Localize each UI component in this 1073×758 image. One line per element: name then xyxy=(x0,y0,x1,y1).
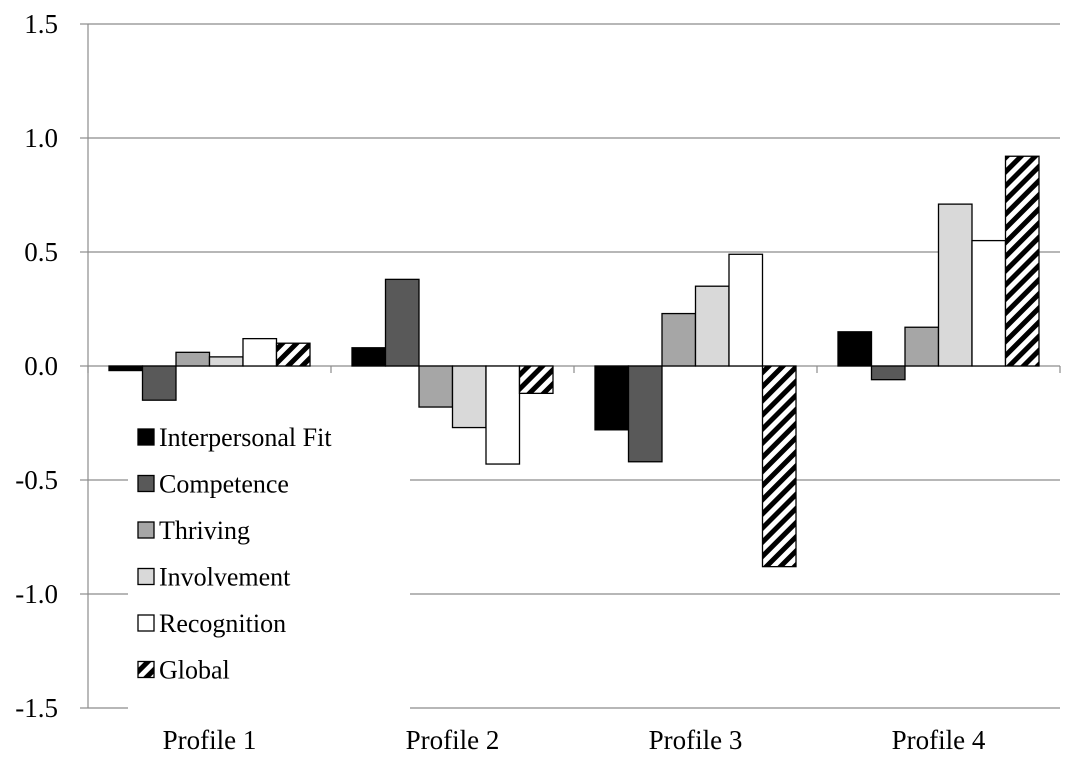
bars xyxy=(108,155,1040,568)
legend-swatch xyxy=(137,521,155,539)
bar xyxy=(661,312,697,367)
bar xyxy=(904,326,940,367)
legend-swatch xyxy=(137,567,155,586)
bar xyxy=(1004,155,1040,367)
legend-label: Interpersonal Fit xyxy=(159,423,332,452)
bar xyxy=(451,365,487,429)
bar xyxy=(518,365,554,395)
legend-swatch xyxy=(137,428,155,446)
legend-label: Thriving xyxy=(159,516,250,545)
legend-label: Recognition xyxy=(159,609,286,638)
bar xyxy=(485,365,521,465)
bar xyxy=(627,365,663,463)
bar xyxy=(694,285,730,367)
legend-label: Involvement xyxy=(159,563,291,592)
bar xyxy=(141,365,177,401)
tick-labels: 1.5 1.0 0.5 0.0 -0.5 -1.0 -1.5 Profile 1 Profile… xyxy=(15,9,986,755)
y-tick-label: -1.5 xyxy=(15,693,58,723)
bar xyxy=(175,351,211,367)
bar xyxy=(275,342,311,367)
bar xyxy=(384,278,420,367)
x-tick-label: Profile 4 xyxy=(892,725,986,755)
bar xyxy=(108,365,144,372)
y-tick-label: 1.0 xyxy=(24,123,58,153)
bar xyxy=(870,365,906,381)
legend-label: Global xyxy=(159,656,230,685)
bar xyxy=(937,203,973,367)
bar xyxy=(728,253,764,367)
y-tick-label: 0.0 xyxy=(24,351,58,381)
legend-background xyxy=(128,414,410,714)
legend-swatch xyxy=(137,660,155,679)
y-tick-label: 1.5 xyxy=(24,9,58,39)
x-tick-label: Profile 1 xyxy=(163,725,257,755)
y-tick-label: -1.0 xyxy=(15,579,58,609)
legend-swatch xyxy=(137,614,155,632)
bar xyxy=(837,331,873,367)
legend-swatch xyxy=(137,474,155,493)
bar xyxy=(351,347,387,367)
bar xyxy=(594,365,630,431)
y-tick-label: -0.5 xyxy=(15,465,58,495)
bar xyxy=(242,337,278,367)
legend-label: Competence xyxy=(159,470,289,499)
x-tick-label: Profile 3 xyxy=(649,725,743,755)
bar xyxy=(208,356,244,367)
legend: Interpersonal Fit Competence Thriving Invol… xyxy=(128,414,410,714)
bar xyxy=(761,365,797,568)
bar xyxy=(971,239,1007,367)
y-tick-label: 0.5 xyxy=(24,237,58,267)
x-tick-label: Profile 2 xyxy=(406,725,500,755)
bar xyxy=(418,365,454,408)
